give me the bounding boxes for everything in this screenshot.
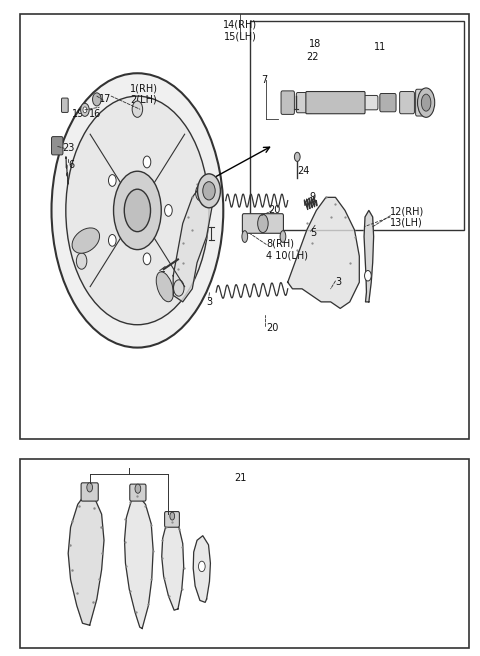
- FancyBboxPatch shape: [51, 136, 63, 155]
- Ellipse shape: [143, 156, 151, 168]
- FancyBboxPatch shape: [380, 94, 396, 112]
- FancyBboxPatch shape: [165, 512, 180, 527]
- FancyBboxPatch shape: [61, 98, 68, 112]
- Text: 22: 22: [306, 52, 318, 62]
- Ellipse shape: [156, 272, 173, 302]
- Polygon shape: [68, 495, 104, 625]
- Ellipse shape: [114, 171, 161, 250]
- Ellipse shape: [81, 103, 89, 116]
- Text: 11: 11: [373, 42, 386, 52]
- Text: 5: 5: [159, 271, 165, 281]
- Ellipse shape: [87, 483, 93, 492]
- Ellipse shape: [199, 561, 205, 571]
- FancyBboxPatch shape: [309, 94, 328, 112]
- Ellipse shape: [72, 228, 99, 253]
- Text: 17: 17: [99, 94, 111, 104]
- FancyBboxPatch shape: [130, 484, 146, 501]
- FancyBboxPatch shape: [242, 214, 283, 234]
- Text: 3: 3: [336, 277, 342, 287]
- Ellipse shape: [66, 96, 209, 325]
- Text: 5: 5: [311, 228, 317, 238]
- Text: 6: 6: [68, 159, 74, 170]
- Polygon shape: [288, 197, 360, 308]
- Ellipse shape: [135, 484, 141, 493]
- FancyBboxPatch shape: [281, 91, 294, 114]
- Text: 21: 21: [234, 473, 246, 483]
- Text: 8(RH)
4 10(LH): 8(RH) 4 10(LH): [266, 239, 308, 260]
- Text: 23: 23: [62, 144, 75, 154]
- Polygon shape: [162, 521, 184, 610]
- Text: 24: 24: [297, 166, 310, 176]
- Ellipse shape: [294, 152, 300, 161]
- Ellipse shape: [170, 512, 175, 520]
- Ellipse shape: [93, 93, 101, 106]
- Polygon shape: [124, 495, 153, 628]
- Ellipse shape: [198, 174, 220, 208]
- FancyBboxPatch shape: [306, 92, 365, 113]
- Text: 16: 16: [89, 109, 101, 119]
- Ellipse shape: [258, 215, 268, 233]
- Ellipse shape: [124, 189, 151, 232]
- Ellipse shape: [203, 182, 215, 200]
- Ellipse shape: [418, 88, 435, 117]
- Text: 7: 7: [262, 75, 268, 85]
- FancyBboxPatch shape: [81, 483, 98, 501]
- Ellipse shape: [364, 270, 371, 281]
- Text: 19: 19: [72, 109, 84, 119]
- Ellipse shape: [83, 107, 87, 113]
- FancyBboxPatch shape: [416, 89, 427, 116]
- FancyBboxPatch shape: [347, 94, 362, 111]
- FancyBboxPatch shape: [400, 92, 414, 113]
- FancyBboxPatch shape: [324, 95, 347, 110]
- Ellipse shape: [242, 231, 248, 243]
- Text: 9: 9: [309, 192, 315, 202]
- Ellipse shape: [76, 253, 87, 269]
- Ellipse shape: [132, 101, 143, 117]
- Ellipse shape: [165, 205, 172, 216]
- Polygon shape: [364, 211, 373, 302]
- Ellipse shape: [195, 185, 206, 201]
- Text: 18: 18: [309, 39, 322, 49]
- Text: 20: 20: [269, 205, 281, 215]
- Polygon shape: [193, 536, 210, 602]
- Text: 3: 3: [206, 297, 213, 307]
- Text: 12(RH)
13(LH): 12(RH) 13(LH): [390, 206, 425, 228]
- Text: 20: 20: [266, 323, 278, 333]
- FancyBboxPatch shape: [360, 96, 378, 110]
- Text: 1(RH)
2(LH): 1(RH) 2(LH): [130, 83, 158, 105]
- Text: 14(RH)
15(LH): 14(RH) 15(LH): [223, 20, 257, 41]
- Ellipse shape: [108, 234, 116, 246]
- Ellipse shape: [143, 253, 151, 265]
- Ellipse shape: [280, 231, 286, 243]
- Ellipse shape: [421, 94, 431, 111]
- FancyBboxPatch shape: [296, 92, 312, 113]
- Ellipse shape: [174, 280, 184, 296]
- Ellipse shape: [108, 174, 116, 186]
- Ellipse shape: [51, 73, 223, 348]
- Polygon shape: [173, 178, 216, 302]
